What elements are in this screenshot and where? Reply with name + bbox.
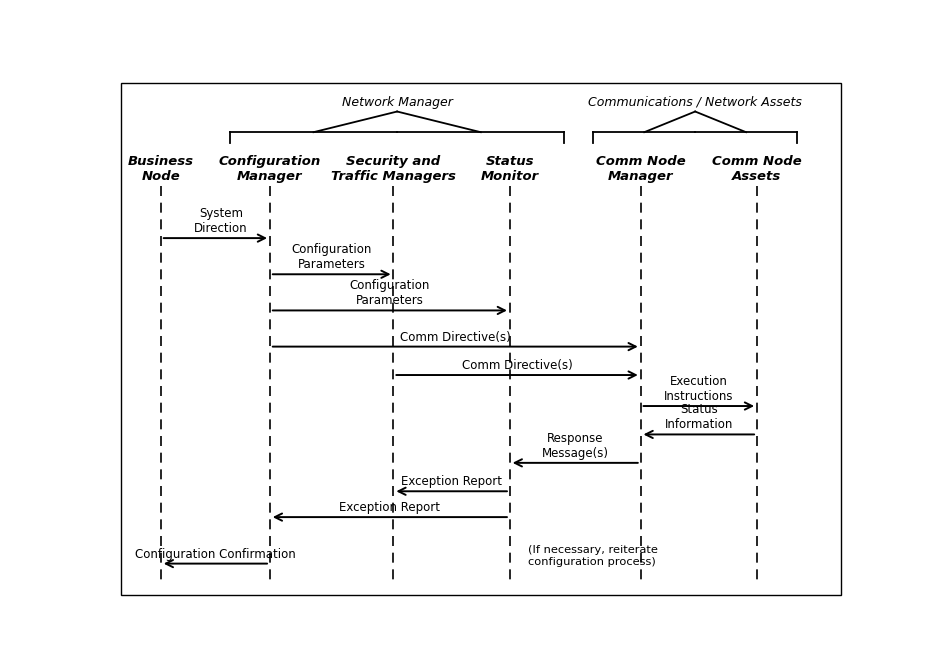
Text: Configuration
Parameters: Configuration Parameters [292,243,371,271]
Text: Execution
Instructions: Execution Instructions [664,375,734,403]
Text: Security and
Traffic Managers: Security and Traffic Managers [331,156,456,183]
Text: System
Direction: System Direction [194,207,248,235]
Text: Exception Report: Exception Report [340,501,440,514]
Text: Status
Information: Status Information [665,403,733,431]
Text: Comm Directive(s): Comm Directive(s) [461,359,572,372]
Text: Configuration
Parameters: Configuration Parameters [350,279,430,307]
Text: (If necessary, reiterate
configuration process): (If necessary, reiterate configuration p… [528,545,658,566]
Text: Response
Message(s): Response Message(s) [542,431,609,460]
Text: Exception Report: Exception Report [401,475,502,488]
Text: Comm Node
Assets: Comm Node Assets [712,156,802,183]
Text: Business
Node: Business Node [128,156,194,183]
Text: Network Manager: Network Manager [341,96,452,109]
Text: Configuration Confirmation: Configuration Confirmation [135,548,295,560]
Text: Comm Directive(s): Comm Directive(s) [400,331,510,344]
Text: Communications / Network Assets: Communications / Network Assets [588,96,802,109]
Text: Comm Node
Manager: Comm Node Manager [596,156,686,183]
Text: Configuration
Manager: Configuration Manager [219,156,321,183]
Text: Status
Monitor: Status Monitor [481,156,538,183]
